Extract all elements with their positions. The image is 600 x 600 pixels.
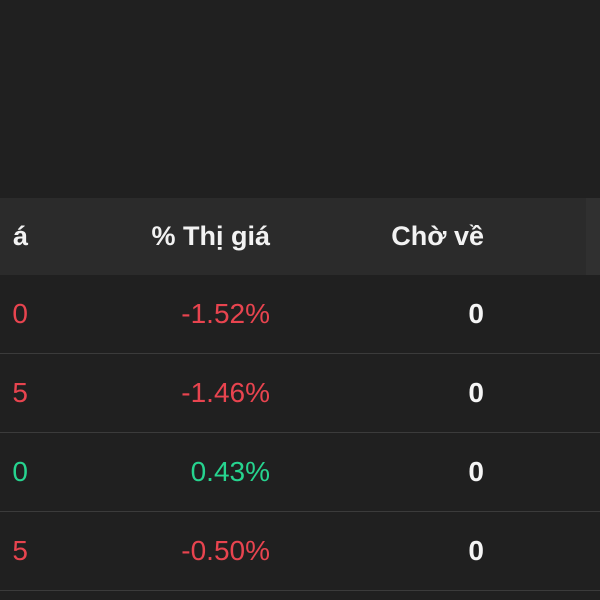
table-row[interactable]: 0 -1.52% 0 [0,275,600,354]
table-header: á % Thị giá Chờ về [0,198,600,275]
market-price-percent-cell: -1.52% [181,298,270,329]
price-cell-fragment: 5 [12,377,28,408]
empty-top-area [0,0,600,198]
column-header-price-fragment[interactable]: á [12,221,28,251]
pending-cell: 0 [468,456,484,487]
column-header-pending[interactable]: Chờ về [391,221,484,251]
table-row[interactable]: 0 0.43% 0 [0,433,600,512]
price-cell-fragment: 0 [12,456,28,487]
column-header-market-price-percent[interactable]: % Thị giá [151,221,270,251]
pending-cell: 0 [468,298,484,329]
market-price-percent-cell: -1.46% [181,377,270,408]
pending-cell: 0 [468,377,484,408]
market-price-percent-cell: -0.50% [181,535,270,566]
price-cell-fragment: 0 [12,298,28,329]
market-price-percent-cell: 0.43% [190,456,270,487]
pending-cell: 0 [468,535,484,566]
price-cell-fragment: 5 [12,535,28,566]
header-scroll-strip [586,198,600,275]
table-row[interactable]: 5 -0.50% 0 [0,512,600,591]
table-row[interactable]: 5 -1.46% 0 [0,354,600,433]
